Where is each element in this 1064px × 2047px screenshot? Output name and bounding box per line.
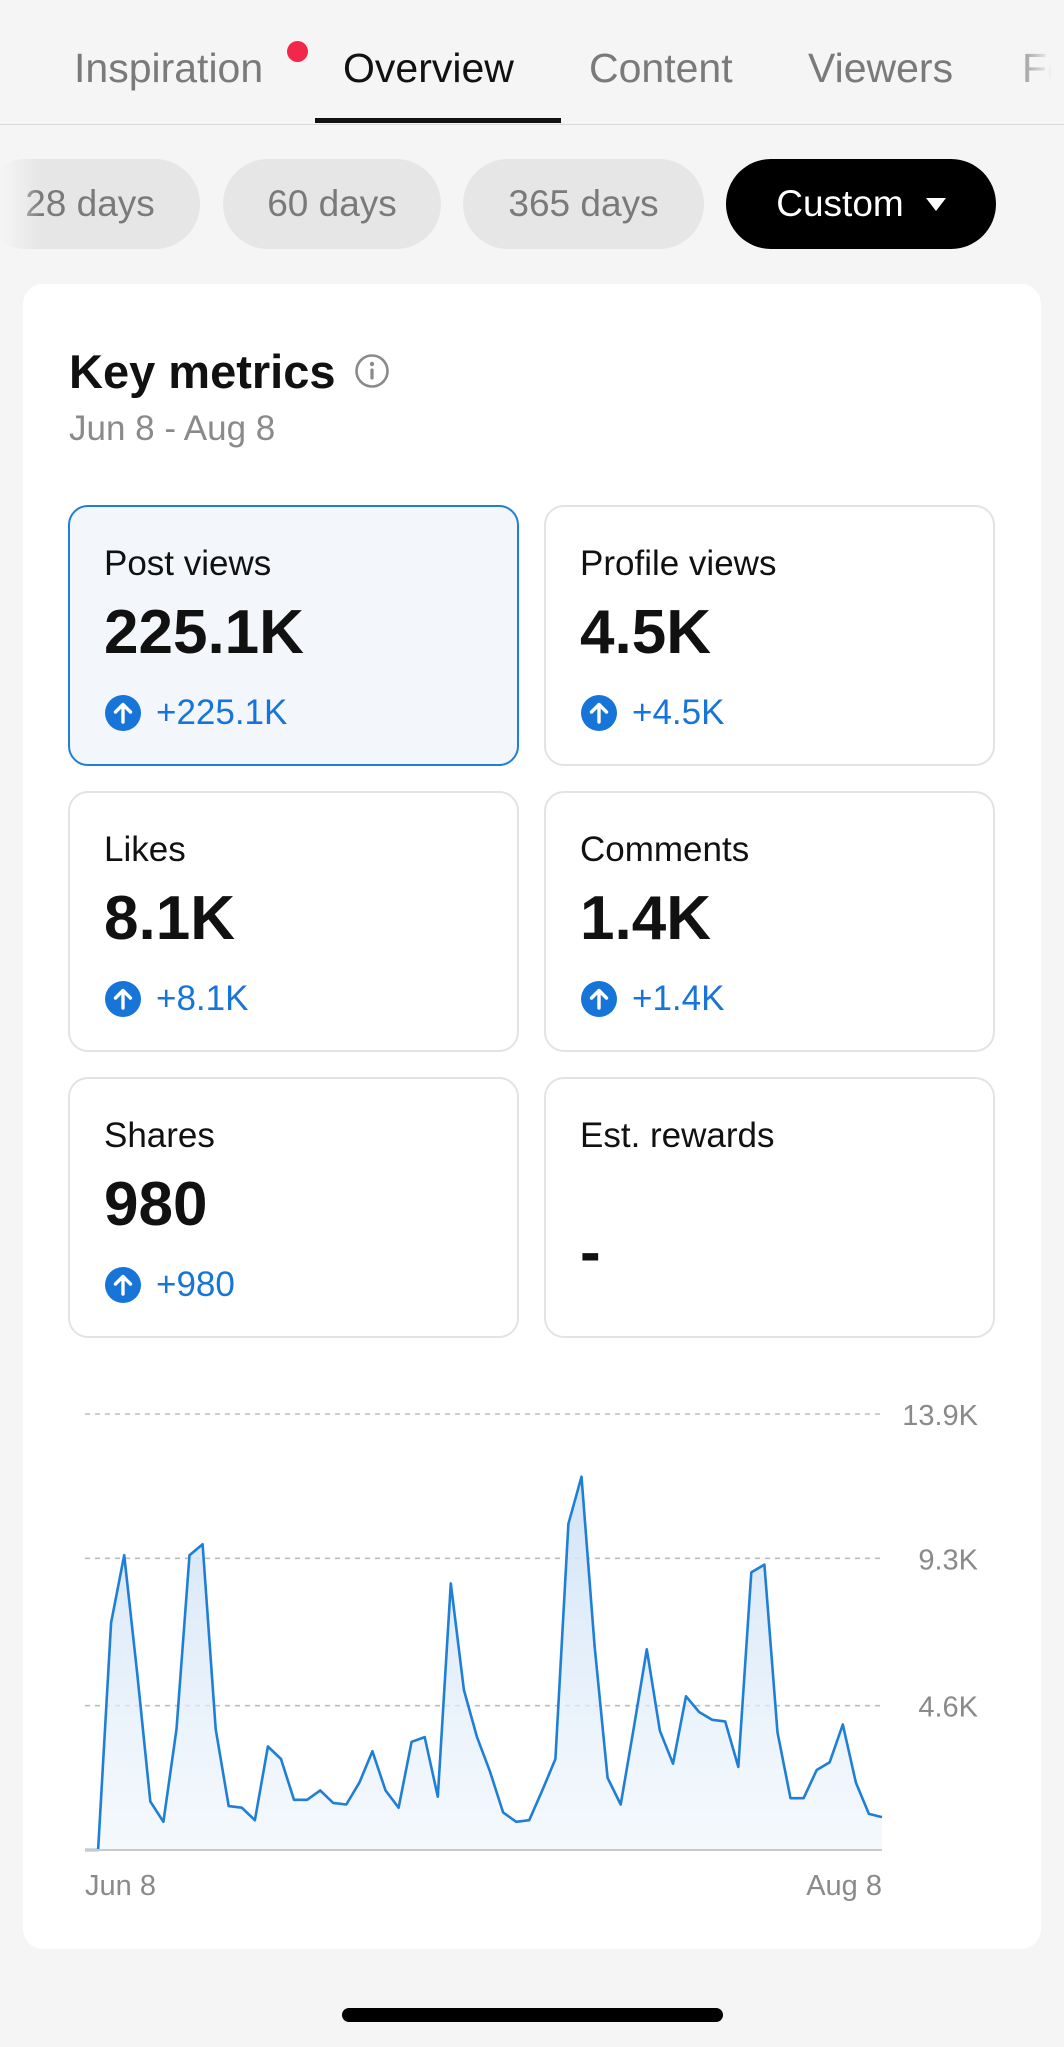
period-selector: 28 days 60 days 365 days Custom <box>0 159 1064 249</box>
period-label: 28 days <box>25 183 155 224</box>
arrow-up-circle-icon <box>105 695 141 731</box>
caret-down-icon <box>925 197 946 211</box>
notification-dot <box>287 41 308 62</box>
metric-value: - <box>580 1218 601 1287</box>
chart-area-fill <box>85 1476 882 1850</box>
metric-card-post-views[interactable]: Post views 225.1K +225.1K <box>68 505 519 766</box>
metric-value: 225.1K <box>104 598 304 667</box>
tab-inspiration[interactable]: Inspiration <box>74 45 264 91</box>
arrow-up-circle-icon <box>105 981 141 1017</box>
period-60-days[interactable]: 60 days <box>223 159 441 249</box>
metric-delta-value: +8.1K <box>156 979 249 1018</box>
arrow-up-circle-icon <box>105 1267 141 1303</box>
x-tick-label: Jun 8 <box>85 1870 156 1902</box>
metric-label: Profile views <box>580 544 777 583</box>
key-metrics-title: Key metrics <box>69 345 336 398</box>
metric-card-shares[interactable]: Shares 980 +980 <box>68 1077 519 1338</box>
metric-delta: +8.1K <box>104 979 248 1019</box>
period-label: 60 days <box>267 183 397 224</box>
metric-card-profile-views[interactable]: Profile views 4.5K +4.5K <box>544 505 995 766</box>
home-indicator <box>342 2008 723 2022</box>
tab-overview[interactable]: Overview <box>343 45 514 91</box>
period-label: 365 days <box>508 183 659 224</box>
metric-label: Post views <box>104 544 272 583</box>
arrow-up-circle-icon <box>581 981 617 1017</box>
tab-bar: Inspiration Overview Content Viewers Fo <box>0 0 1064 125</box>
chart-series-line <box>85 1475 883 1852</box>
date-range: Jun 8 - Aug 8 <box>69 409 276 448</box>
metric-delta: +4.5K <box>580 693 724 733</box>
metric-card-est-rewards[interactable]: Est. rewards - <box>544 1077 995 1338</box>
period-custom[interactable]: Custom <box>726 159 996 249</box>
metric-delta-value: +225.1K <box>156 693 288 732</box>
metric-delta-value: +4.5K <box>632 693 725 732</box>
active-tab-indicator <box>315 118 561 123</box>
info-icon[interactable] <box>354 353 390 389</box>
metric-value: 1.4K <box>580 884 711 953</box>
metric-value: 980 <box>104 1170 208 1239</box>
period-365-days[interactable]: 365 days <box>463 159 704 249</box>
tab-viewers[interactable]: Viewers <box>808 45 954 91</box>
arrow-up-circle-icon <box>581 695 617 731</box>
x-tick-label: Aug 8 <box>806 1870 882 1902</box>
metric-card-comments[interactable]: Comments 1.4K +1.4K <box>544 791 995 1052</box>
metric-delta: +980 <box>104 1265 235 1305</box>
tab-overflow-fade <box>1010 40 1064 100</box>
metric-value: 8.1K <box>104 884 235 953</box>
y-tick-label: 13.9K <box>902 1400 978 1432</box>
metric-value: 4.5K <box>580 598 711 667</box>
metric-delta: +1.4K <box>580 979 724 1019</box>
metric-delta: +225.1K <box>104 693 287 733</box>
period-label: Custom <box>776 183 904 224</box>
metric-card-likes[interactable]: Likes 8.1K +8.1K <box>68 791 519 1052</box>
y-tick-label: 9.3K <box>918 1544 978 1576</box>
metric-label: Likes <box>104 830 186 869</box>
metric-label: Comments <box>580 830 750 869</box>
y-tick-label: 4.6K <box>918 1692 978 1724</box>
key-metrics-card: Key metrics Jun 8 - Aug 8 Post views 225… <box>23 284 1041 1949</box>
tab-content[interactable]: Content <box>589 45 733 91</box>
metric-label: Shares <box>104 1116 215 1155</box>
metric-delta-value: +1.4K <box>632 979 725 1018</box>
metric-label: Est. rewards <box>580 1116 775 1155</box>
chips-overflow-fade <box>0 159 40 249</box>
metric-delta-value: +980 <box>156 1265 235 1304</box>
